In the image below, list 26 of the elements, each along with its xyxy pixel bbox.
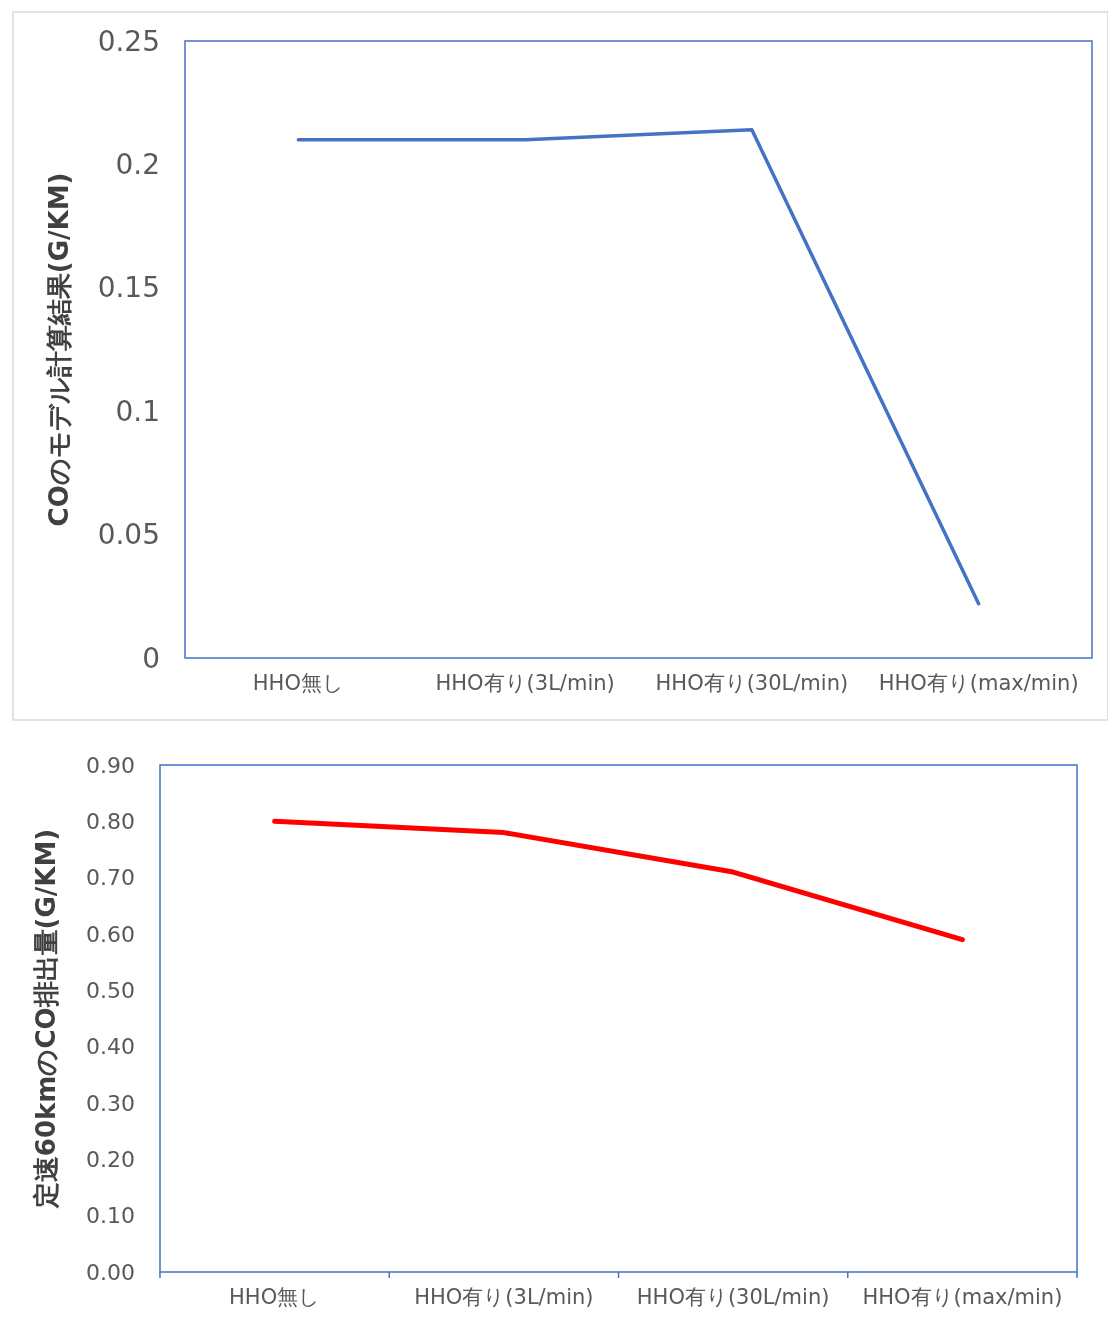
y-tick-label: 0.15 [97,271,160,305]
y-tick-label: 0.05 [97,518,160,552]
y-tick-label: 0.10 [86,1203,135,1229]
y-tick-label: 0.40 [86,1034,135,1060]
y-tick-label: 0.50 [86,977,135,1003]
x-tick-label: HHO有り(3L/min) [435,671,615,695]
x-tick-label: HHO有り(3L/min) [414,1285,594,1309]
y-tick-label: 0.80 [86,808,135,834]
x-tick-label: HHO有り(max/min) [862,1285,1063,1309]
y-tick-label: 0.1 [115,394,160,428]
y-tick-label: 0 [142,641,160,675]
y-tick-label: 0.90 [86,752,135,778]
y-tick-label: 0.70 [86,865,135,891]
x-tick-label: HHO有り(30L/min) [636,1285,830,1309]
y-tick-label: 0.00 [86,1259,135,1285]
x-tick-label: HHO無し [252,671,344,695]
x-tick-label: HHO有り(max/min) [878,671,1079,695]
x-tick-label: HHO無し [229,1285,321,1309]
y-axis-title: 定速60kmのCO排出量(G/KM) [31,828,61,1210]
y-tick-label: 0.20 [86,1146,135,1172]
y-tick-label: 0.2 [115,147,160,181]
y-tick-label: 0.30 [86,1090,135,1116]
y-tick-label: 0.25 [97,24,160,58]
x-tick-label: HHO有り(30L/min) [655,671,849,695]
y-tick-label: 0.60 [86,921,135,947]
y-axis-title: COのモデル計算結果(G/KM) [44,172,74,527]
